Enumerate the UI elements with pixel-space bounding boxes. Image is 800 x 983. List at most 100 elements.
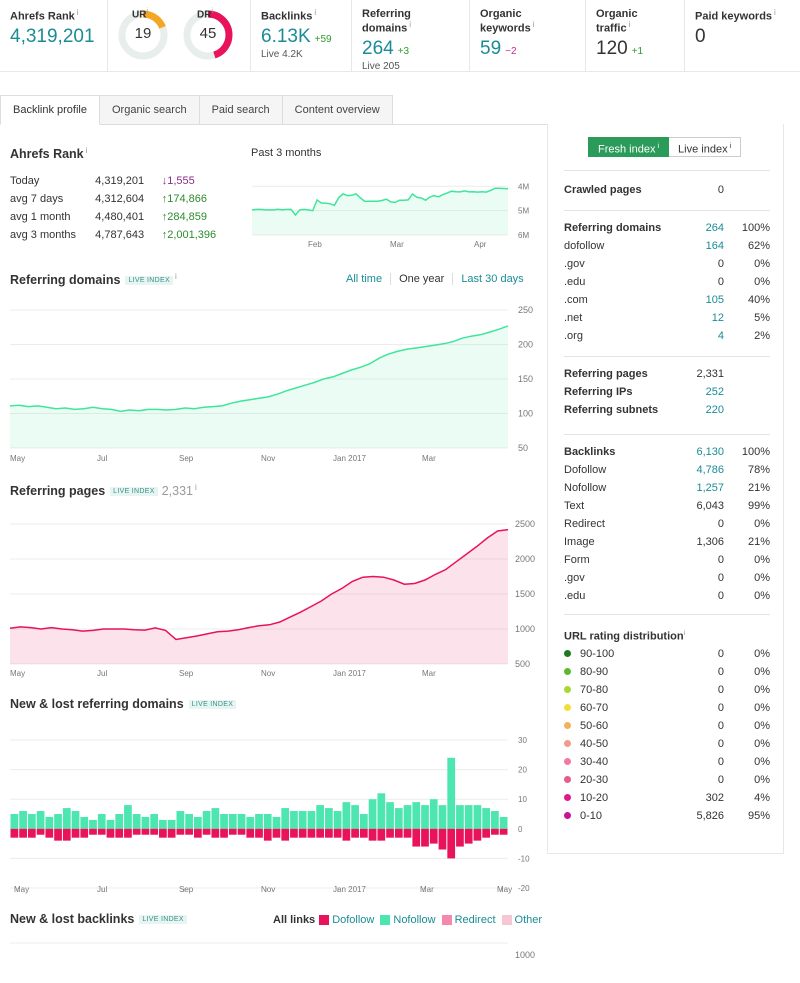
new-lost-backlinks-chart[interactable]: 1000 [0,940,540,983]
fresh-index-button[interactable]: Fresh index i [588,137,670,157]
stat-label: Image [564,536,595,548]
y-tick-label: 500 [515,659,530,669]
info-icon[interactable]: i [532,20,535,29]
stat-value[interactable]: 220 [705,404,724,416]
dr-value: 45 [199,25,217,42]
info-icon[interactable]: i [628,20,631,29]
info-icon[interactable]: i [174,272,177,281]
referring-domains-metric[interactable]: Referring domains i 264 +3 Live 205 [352,0,470,72]
url-rating-label: 50-60 [564,717,680,735]
stat-value[interactable]: 4 [717,330,724,342]
y-tick-label: -20 [518,884,530,893]
tab-bar: Backlink profile Organic search Paid sea… [0,95,394,125]
bar-new [246,816,255,829]
bar-new [141,816,150,829]
referring-pages-chart[interactable]: 500 1000 1500 2000 2500 May Jul Sep Nov Jan 2017 M… [0,510,540,682]
legend-other[interactable]: Other [514,914,543,926]
gauge-fill [118,10,168,60]
stat-percent: 0% [754,684,770,696]
rating-dot-icon [564,722,571,729]
live-index-badge: LIVE INDEX [188,700,237,709]
stat-label: .edu [564,276,586,288]
legend-all-links[interactable]: All links [273,914,316,926]
bar-lost [499,828,508,835]
bar-new [456,805,464,829]
info-icon[interactable]: i [194,483,197,492]
organic-keywords-metric[interactable]: Organic keywords i 59 −2 [470,0,586,71]
bar-lost [272,828,281,838]
organic-traffic-metric[interactable]: Organic traffic i 120 +1 [586,0,685,71]
tab-backlink-profile[interactable]: Backlink profile [0,95,100,125]
tab-paid-search[interactable]: Paid search [199,95,283,125]
stat-label: Redirect [564,518,605,530]
range-one-year[interactable]: One year [390,273,452,285]
info-icon[interactable]: i [314,8,317,17]
stat-percent: 0% [754,720,770,732]
info-icon[interactable]: i [146,8,149,15]
tab-content-overview[interactable]: Content overview [282,95,393,125]
tab-organic-search[interactable]: Organic search [99,95,200,125]
bar-lost [237,828,246,835]
stat-label: Referring IPs [564,386,633,398]
stat-percent: 99% [747,500,770,512]
stat-value[interactable]: 252 [705,386,724,398]
stat-value[interactable]: 105 [705,294,724,306]
bar-new [89,819,97,829]
stat-label: Referring subnets [564,404,659,416]
bar-new [159,819,167,829]
url-rating-label: 10-20 [564,789,680,807]
referring-domains-label: Referring domains [362,8,411,35]
legend-nofollow[interactable]: Nofollow [393,914,436,926]
bar-new [394,808,403,829]
bar-lost [89,828,97,835]
bar-lost [263,828,272,841]
new-lost-domains-title: New & lost referring domains LIVE INDEX [10,697,237,711]
range-last-30-days[interactable]: Last 30 days [452,273,531,285]
legend-redirect[interactable]: Redirect [454,914,496,926]
info-icon[interactable]: i [211,8,214,15]
live-index-button[interactable]: Live index i [669,137,742,157]
stat-value[interactable]: 4,786 [696,464,724,476]
stat-value: 0 [717,572,724,584]
ahrefs-rank-chart[interactable]: 4M 5M 6M Feb Mar Apr [250,165,540,250]
y-tick-label: 4M [518,182,529,191]
stat-value: 0 [717,702,724,714]
stat-row: Referring IPs 252 [564,383,770,401]
stat-value: 0 [717,774,724,786]
organic-keywords-delta: −2 [505,45,517,57]
info-icon[interactable]: i [774,8,776,17]
stat-value[interactable]: 164 [705,240,724,252]
info-icon[interactable]: i [683,630,686,637]
dr-gauge-ring [183,10,233,60]
bar-lost [167,828,176,838]
rating-dot-icon [564,704,571,711]
x-tick-label: May [10,669,25,678]
new-lost-domains-chart[interactable]: -20 -10 0 10 20 30 May Jul Sep Nov Jan 2017 Mar May [0,730,540,898]
stat-value[interactable]: 264 [705,222,724,234]
info-icon[interactable]: i [85,146,88,155]
stat-value[interactable]: 1,257 [696,482,724,494]
info-icon[interactable]: i [409,20,412,29]
stat-row: Nofollow 1,257 21% [564,479,770,497]
referring-domains-chart[interactable]: 50 100 150 200 250 May Jul Sep Nov Jan 2017 Mar [0,298,540,468]
ahrefs-rank-metric[interactable]: Ahrefs Rank i 4,319,201 [0,0,108,71]
paid-keywords-metric[interactable]: Paid keywords i 0 [685,0,800,71]
stat-label: .net [564,312,583,324]
stat-value[interactable]: 12 [711,312,724,324]
gauge-fill [183,10,233,60]
legend-dofollow[interactable]: Dofollow [332,914,375,926]
bar-new [290,811,298,829]
ur-gauge[interactable]: URi 19 [118,8,168,60]
stat-percent: 0% [754,666,770,678]
stat-value[interactable]: 6,130 [696,446,724,458]
bar-lost [159,828,167,838]
stat-label: .com [564,294,588,306]
backlinks-metric[interactable]: Backlinks i 6.13K +59 Live 4.2K [251,0,352,71]
info-icon[interactable]: i [76,8,79,17]
stat-row: Text 6,043 99% [564,497,770,515]
series-line [251,187,509,217]
bar-lost [185,828,193,835]
dr-gauge[interactable]: DRi 45 [183,8,233,60]
stat-label: Referring pages [564,368,648,380]
range-all-time[interactable]: All time [346,273,383,285]
